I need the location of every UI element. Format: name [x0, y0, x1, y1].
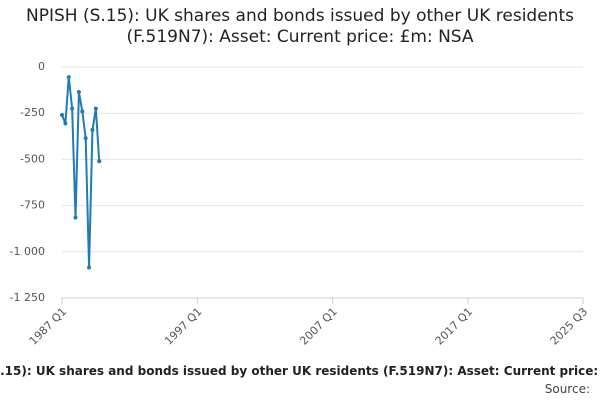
- source-label: Source:: [544, 382, 590, 396]
- data-point: [83, 136, 88, 141]
- chart-title: NPISH (S.15): UK shares and bonds issued…: [26, 6, 574, 47]
- y-tick-label: -250: [20, 106, 45, 119]
- data-point: [73, 215, 78, 220]
- x-tick-label: 2025 Q3: [548, 305, 591, 348]
- data-point: [97, 159, 102, 164]
- data-point: [70, 106, 75, 111]
- data-point: [87, 265, 92, 270]
- y-tick-label: 0: [38, 60, 45, 73]
- x-tick-label: 1997 Q1: [162, 305, 205, 348]
- data-line: [61, 77, 101, 268]
- data-point: [90, 127, 95, 132]
- x-tick-label: 2007 Q1: [297, 305, 340, 348]
- footer: NPISH (S.15): UK shares and bonds issued…: [0, 364, 600, 382]
- data-point: [60, 113, 64, 118]
- y-tick-label: -750: [20, 199, 45, 212]
- footer-title: NPISH (S.15): UK shares and bonds issued…: [0, 364, 600, 378]
- x-tick-label: 2017 Q1: [433, 305, 476, 348]
- y-tick-label: -500: [20, 152, 45, 165]
- data-point: [63, 121, 68, 126]
- data-point: [66, 75, 71, 80]
- data-point: [80, 109, 85, 114]
- y-tick-label: -1 000: [10, 245, 45, 258]
- y-tick-label: -1 250: [10, 291, 45, 304]
- data-point: [93, 106, 98, 111]
- x-tick-label: 1987 Q1: [27, 305, 70, 348]
- data-point: [76, 89, 81, 94]
